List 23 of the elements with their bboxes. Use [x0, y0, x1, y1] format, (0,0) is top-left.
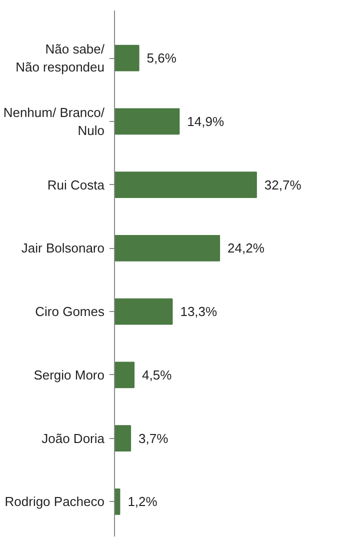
bar: [114, 425, 132, 452]
y-tick-label: Rodrigo Pacheco: [4, 494, 105, 510]
y-tick-label: Sergio Moro: [34, 367, 105, 382]
bar: [114, 362, 135, 388]
bar: [114, 172, 257, 198]
y-tick-label: Jair Bolsonaro: [21, 240, 105, 256]
data-label: 5,6%: [146, 50, 177, 66]
data-label: 14,9%: [187, 114, 224, 129]
data-label: 24,2%: [228, 240, 265, 256]
bar: [114, 44, 140, 72]
bar: [114, 234, 220, 262]
bar: [114, 298, 173, 325]
y-tick-label: Não sabe/ Não respondeu: [16, 42, 105, 75]
data-label: 3,7%: [138, 430, 169, 446]
y-tick-label: Nenhum/ Branco/ Nulo: [3, 104, 105, 138]
data-label: 1,2%: [128, 494, 158, 510]
data-label: 4,5%: [142, 367, 172, 382]
bar: [114, 108, 180, 135]
data-label: 32,7%: [264, 177, 302, 192]
y-tick-label: Rui Costa: [47, 177, 106, 192]
y-tick-label: Ciro Gomes: [35, 304, 105, 320]
data-label: 13,3%: [180, 304, 218, 320]
y-tick-label: João Doria: [42, 430, 106, 446]
